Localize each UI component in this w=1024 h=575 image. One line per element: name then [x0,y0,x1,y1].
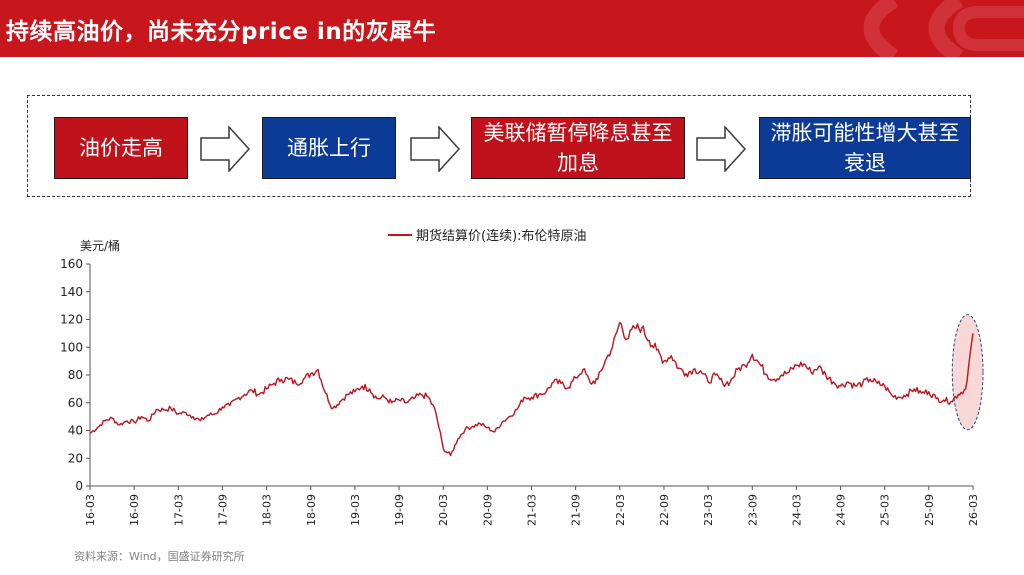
flow-step-label: 美联储暂停降息甚至加息 [483,121,673,175]
x-tick-label: 17-03 [172,494,185,526]
x-tick-label: 23-09 [746,494,759,526]
flow-step-fed-pause: 美联储暂停降息甚至加息 [471,117,685,179]
right-arrow-icon [696,126,746,172]
x-tick-label: 25-03 [879,494,892,526]
chart-axes: 0 20 40 60 80 100 120 140 160 16-03 16-09 17-03 17-0… [60,257,980,526]
x-tick-label: 17-09 [216,494,229,526]
y-tick-label: 120 [60,313,83,327]
x-tick-label: 20-03 [437,494,450,526]
y-tick-label: 160 [60,257,83,271]
x-tick-label: 26-03 [967,494,980,526]
x-tick-label: 18-03 [261,494,274,526]
y-tick-label: 40 [68,424,83,438]
y-tick-label: 20 [68,451,83,465]
y-tick-label: 0 [75,479,83,493]
x-tick-label: 19-03 [349,494,362,526]
x-tick-label: 25-09 [923,494,936,526]
x-tick-label: 16-09 [128,494,141,526]
y-tick-label: 60 [68,396,83,410]
legend-label: 期货结算价(连续):布伦特原油 [416,228,587,244]
right-arrow-icon [200,126,250,172]
flow-step-inflation-rise: 通胀上行 [262,117,396,179]
plot-area [89,321,974,457]
source-note: 资料来源：Wind，国盛证券研究所 [74,550,245,563]
series-line [89,321,974,457]
x-tick-label: 24-09 [835,494,848,526]
flow-step-oil-price-rise: 油价走高 [54,117,188,179]
x-tick-label: 21-03 [526,494,539,526]
x-tick-label: 19-09 [393,494,406,526]
x-tick-label: 22-03 [614,494,627,526]
x-tick-label: 18-09 [305,494,318,526]
y-tick-label: 100 [60,340,83,354]
y-axis-unit: 美元/桶 [80,238,120,253]
y-tick-label: 80 [68,368,83,382]
x-tick-label: 22-09 [658,494,671,526]
right-arrow-icon [410,126,460,172]
flow-step-label: 油价走高 [79,136,163,160]
x-tick-label: 21-09 [570,494,583,526]
brand-logo-icon [863,0,1024,57]
x-tick-label: 23-03 [702,494,715,526]
chart-legend: 期货结算价(连续):布伦特原油 [388,228,587,244]
flow-step-label: 滞胀可能性增大甚至衰退 [770,121,960,175]
x-tick-label: 20-09 [481,494,494,526]
brent-price-chart: 期货结算价(连续):布伦特原油 美元/桶 0 20 40 60 80 100 120 140 1… [60,228,984,526]
flow-step-stagflation: 滞胀可能性增大甚至衰退 [759,117,971,179]
flow-step-label: 通胀上行 [287,136,371,160]
y-tick-label: 140 [60,285,83,299]
title-bar: 持续高油价，尚未充分price in的灰犀牛 [0,0,1024,57]
x-tick-label: 16-03 [84,494,97,526]
page-title: 持续高油价，尚未充分price in的灰犀牛 [6,19,437,45]
x-tick-label: 24-03 [790,494,803,526]
